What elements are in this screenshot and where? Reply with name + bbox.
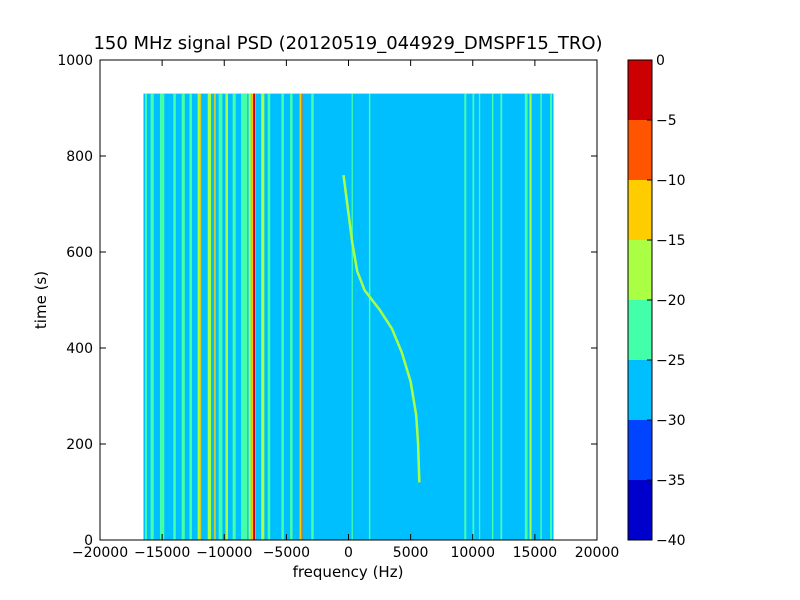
doppler-trace: [342, 175, 421, 483]
signal-stripe: [225, 93, 228, 540]
colorbar-tick-label: 0: [656, 53, 665, 69]
signal-stripe: [550, 93, 552, 540]
signal-stripe: [241, 93, 248, 540]
x-tick-label: 10000: [450, 545, 495, 561]
signal-stripe: [491, 93, 494, 540]
signal-stripe: [197, 93, 200, 540]
signal-stripe: [351, 93, 353, 540]
colorbar-segment: [628, 480, 652, 540]
x-axis: −20000 −15000 −10000 −5000 0 5000 10000 15000 20…: [72, 60, 619, 561]
chart-title: 150 MHz signal PSD (20120519_044929_DMSP…: [93, 33, 602, 54]
colorbar-tick-label: −5: [656, 113, 677, 129]
y-axis: 0 200 400 600 800 1000: [57, 53, 597, 549]
colorbar-tick-label: −15: [656, 233, 686, 249]
x-tick-label: −10000: [196, 545, 252, 561]
signal-stripe: [311, 93, 314, 540]
signal-stripe: [500, 93, 503, 540]
y-tick-label: 200: [66, 437, 93, 453]
colorbar-tick-label: −25: [656, 353, 686, 369]
y-tick-label: 800: [66, 149, 93, 165]
colorbar-segment: [628, 120, 652, 180]
signal-stripe: [299, 93, 302, 540]
signal-stripe: [189, 93, 192, 540]
signal-stripe: [200, 93, 202, 540]
signal-stripe: [159, 93, 165, 540]
signal-stripe: [150, 93, 154, 540]
signal-stripe: [524, 93, 528, 540]
x-tick-label: −15000: [134, 545, 190, 561]
x-tick-label: 5000: [393, 545, 429, 561]
signal-stripe: [301, 93, 303, 540]
signal-stripe: [290, 93, 293, 540]
signal-stripe: [540, 93, 542, 540]
psd-background: [143, 93, 554, 540]
colorbar-segment: [628, 180, 652, 240]
colorbar-tick-label: −35: [656, 473, 686, 489]
signal-stripe: [232, 93, 236, 540]
signal-stripe: [472, 93, 475, 540]
signal-stripe: [478, 93, 481, 540]
x-axis-label: frequency (Hz): [293, 563, 404, 581]
colorbar-tick-label: −10: [656, 173, 686, 189]
colorbar-segment: [628, 420, 652, 480]
signal-stripe: [464, 93, 467, 540]
signal-stripe: [207, 93, 211, 540]
signal-stripe: [253, 93, 256, 540]
colorbar-segment: [628, 240, 652, 300]
colorbar-tick-label: −20: [656, 293, 686, 309]
plot-area: [143, 93, 554, 540]
signal-stripe: [281, 93, 284, 540]
signal-stripe: [261, 93, 265, 540]
signal-stripe: [368, 93, 371, 540]
colorbar-tick-label: −40: [656, 533, 686, 549]
x-tick-label: −5000: [263, 545, 310, 561]
y-tick-label: 1000: [57, 53, 93, 69]
signal-stripe: [267, 93, 271, 540]
x-tick-label: −20000: [72, 545, 128, 561]
y-tick-label: 0: [84, 533, 93, 549]
x-tick-label: 0: [344, 545, 353, 561]
signal-stripe: [145, 93, 147, 540]
y-tick-label: 400: [66, 341, 93, 357]
x-tick-label: 20000: [575, 545, 620, 561]
colorbar: −40 −35 −30 −25 −20 −15 −10 −5 0: [627, 53, 686, 549]
signal-stripe: [218, 93, 223, 540]
x-tick-label: 15000: [513, 545, 558, 561]
colorbar-segment: [628, 300, 652, 360]
colorbar-segment: [628, 360, 652, 420]
colorbar-segment: [628, 60, 652, 120]
signal-stripe: [529, 93, 532, 540]
y-tick-label: 600: [66, 245, 93, 261]
signal-stripe: [214, 93, 216, 540]
y-axis-label: time (s): [32, 271, 50, 329]
signal-stripe: [181, 93, 185, 540]
signal-stripe: [173, 93, 176, 540]
signal-stripe: [248, 93, 251, 540]
colorbar-tick-label: −30: [656, 413, 686, 429]
